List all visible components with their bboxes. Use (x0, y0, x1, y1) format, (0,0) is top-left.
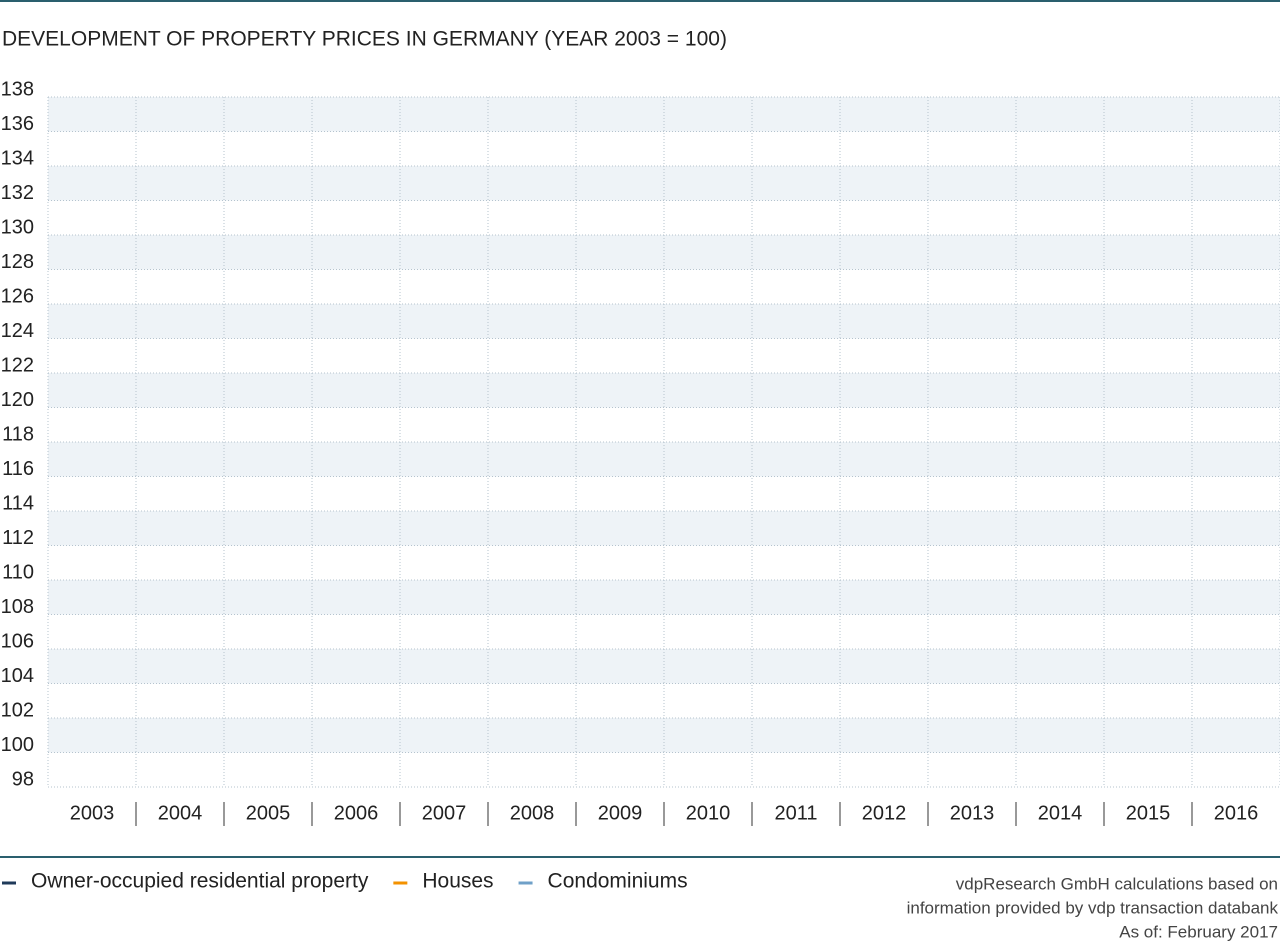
source-note: vdpResearch GmbH calculations based on (956, 874, 1278, 893)
y-tick-label: 120 (1, 389, 34, 411)
legend: Owner-occupied residential property House… (2, 870, 688, 893)
x-tick-label: 2003 (70, 802, 115, 824)
y-tick-label: 114 (2, 492, 34, 514)
y-tick-label: 104 (1, 665, 34, 687)
y-tick-label: 122 (1, 354, 34, 376)
x-tick-label: 2012 (862, 802, 907, 824)
axis: 98 100 102 104 106 108 110 112 114 116 118 120 122 12… (1, 78, 1259, 826)
legend-label: Condominiums (548, 870, 688, 893)
y-tick-label: 98 (12, 768, 34, 790)
y-tick-label: 100 (1, 734, 34, 756)
y-tick-label: 132 (1, 182, 34, 204)
x-tick-label: 2005 (246, 802, 291, 824)
x-tick-label: 2013 (950, 802, 995, 824)
legend-label: Houses (422, 870, 493, 893)
band (48, 649, 1280, 684)
y-tick-label: 108 (1, 596, 34, 618)
y-tick-label: 102 (1, 699, 34, 721)
y-tick-label: 128 (1, 251, 34, 273)
x-tick-label: 2008 (510, 802, 555, 824)
y-tick-label: 126 (1, 285, 34, 307)
source-note: As of: February 2017 (1119, 922, 1278, 941)
bands (48, 97, 1280, 753)
legend-label: Owner-occupied residential property (31, 870, 369, 893)
grid (47, 96, 1280, 788)
x-tick-label: 2006 (334, 802, 379, 824)
x-tick-label: 2016 (1214, 802, 1259, 824)
band (48, 373, 1280, 408)
band (48, 442, 1280, 477)
band (48, 166, 1280, 201)
y-tick-label: 124 (1, 320, 34, 342)
y-tick-label: 118 (2, 423, 34, 445)
x-tick-label: 2011 (774, 802, 817, 824)
y-tick-label: 130 (1, 216, 34, 238)
x-tick-label: 2015 (1126, 802, 1171, 824)
y-tick-label: 116 (2, 458, 34, 480)
band (48, 235, 1280, 270)
y-tick-label: 106 (1, 630, 34, 652)
y-tick-label: 110 (2, 561, 34, 583)
chart-title: DEVELOPMENT OF PROPERTY PRICES IN GERMAN… (2, 28, 727, 51)
x-tick-label: 2014 (1038, 802, 1083, 824)
band (48, 718, 1280, 753)
y-tick-label: 112 (2, 527, 34, 549)
band (48, 511, 1280, 546)
band (48, 304, 1280, 339)
band (48, 97, 1280, 132)
x-tick-label: 2010 (686, 802, 731, 824)
x-tick-label: 2009 (598, 802, 643, 824)
source-note: information provided by vdp transaction … (907, 898, 1279, 917)
band (48, 580, 1280, 615)
y-tick-label: 138 (1, 78, 34, 100)
y-tick-label: 134 (1, 147, 34, 169)
source: vdpResearch GmbH calculations based on in… (907, 874, 1279, 941)
x-tick-label: 2007 (422, 802, 467, 824)
x-tick-label: 2004 (158, 802, 203, 824)
y-tick-label: 136 (1, 113, 34, 135)
